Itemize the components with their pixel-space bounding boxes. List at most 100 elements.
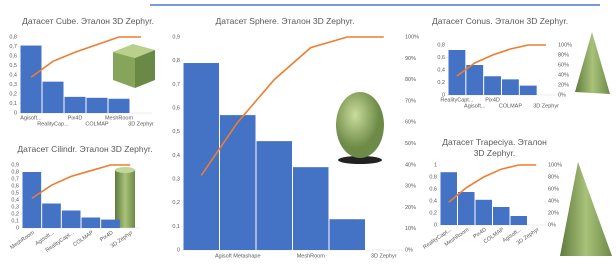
bar <box>476 200 493 225</box>
bar <box>42 204 61 229</box>
x-tick-label: Pix4D <box>68 115 83 121</box>
bar <box>257 141 293 250</box>
chart-canvas: 00,10,20,30,40,50,60,70,8Agisoft...Reali… <box>0 0 616 264</box>
y-tick-label: 0,4 <box>9 72 17 78</box>
y-tick-label: 0,8 <box>172 58 180 64</box>
sphere-image <box>336 92 384 164</box>
x-tick-label: COLMAP <box>483 227 506 245</box>
y-tick-label: 0,9 <box>11 162 19 168</box>
slide: 00,10,20,30,40,50,60,70,8Agisoft...Reali… <box>0 0 616 264</box>
y-tick-label: 0,7 <box>172 82 180 88</box>
y2-tick-label: 100% <box>558 42 572 48</box>
chart-title: Датасет Cilindr. Эталон 3D Zephyr. <box>5 144 165 155</box>
y-tick-label: 0,3 <box>172 176 180 182</box>
x-tick-label: Pix4D <box>99 230 114 243</box>
bar <box>441 172 458 225</box>
x-tick-label: 3D Zephyr <box>110 230 135 250</box>
y2-tick-label: 20% <box>558 82 569 88</box>
y-tick-label: 0,9 <box>172 34 180 40</box>
y2-tick-label: 60% <box>405 120 416 126</box>
y-tick-label: 0,6 <box>437 55 445 61</box>
y2-tick-label: 80% <box>558 52 569 58</box>
x-tick-label: COLMAP <box>72 230 95 248</box>
bar <box>330 219 366 250</box>
y-tick-label: 0,1 <box>9 101 17 107</box>
x-tick-label: MeshRoom <box>9 230 36 251</box>
y2-tick-label: 100% <box>405 34 419 40</box>
y-tick-label: 0 <box>14 110 17 116</box>
y-tick-label: 0,5 <box>172 129 180 135</box>
bar <box>511 216 528 225</box>
y2-tick-label: 50% <box>405 141 416 147</box>
y-tick-label: 0,7 <box>9 44 17 50</box>
x-tick-label: 3D Zephyr <box>533 103 559 109</box>
bar <box>520 86 537 95</box>
x-tick-label: MeshRoom <box>297 253 326 259</box>
x-tick-label: 3D Zephyr <box>371 253 397 259</box>
bar <box>21 46 42 113</box>
bar <box>87 98 108 113</box>
bar <box>43 82 64 113</box>
x-tick-label: COLMAP <box>85 121 109 127</box>
x-tick-label: 3D Zephyr <box>128 121 154 127</box>
bar <box>458 192 475 225</box>
y-tick-label: 0,4 <box>437 67 445 73</box>
bar <box>109 99 130 113</box>
bar <box>502 79 519 95</box>
y-tick-label: 0,6 <box>172 105 180 111</box>
y-tick-label: 1 <box>434 162 437 168</box>
y-tick-label: 0,3 <box>11 204 19 210</box>
y-tick-label: 0,2 <box>437 80 445 86</box>
cube-image <box>113 44 155 88</box>
y-tick-label: 0,1 <box>11 218 19 224</box>
y-tick-label: 0,5 <box>11 190 19 196</box>
y-tick-label: 0,5 <box>9 63 17 69</box>
x-tick-label: Agisoft... <box>464 103 486 109</box>
y-tick-label: 0,3 <box>9 82 17 88</box>
y2-tick-label: 80% <box>405 77 416 83</box>
bar <box>466 65 483 95</box>
y-tick-label: 0,6 <box>429 186 437 192</box>
y-tick-label: 0,6 <box>11 183 19 189</box>
chart-title: Датасет Conus. Эталон 3D Zephyr. <box>425 16 575 27</box>
y-tick-label: 0,2 <box>429 210 437 216</box>
bar <box>23 172 42 228</box>
y2-tick-label: 20% <box>548 210 559 216</box>
bar <box>65 97 86 113</box>
y-tick-label: 0,4 <box>429 198 437 204</box>
y2-tick-label: 100% <box>548 162 562 168</box>
y-tick-label: 0,8 <box>437 42 445 48</box>
bar <box>82 218 101 229</box>
y2-tick-label: 0% <box>548 222 556 228</box>
bar <box>220 115 256 250</box>
bar <box>484 76 501 95</box>
y-tick-label: 0,8 <box>11 169 19 175</box>
y-tick-label: 0,2 <box>172 200 180 206</box>
chart-title: Датасет Sphere. Эталон 3D Zephyr. <box>185 16 385 27</box>
y2-tick-label: 80% <box>548 174 559 180</box>
y2-tick-label: 60% <box>558 62 569 68</box>
y-tick-label: 0,1 <box>172 224 180 230</box>
bar <box>62 211 81 229</box>
y2-tick-label: 60% <box>548 186 559 192</box>
y2-tick-label: 40% <box>558 72 569 78</box>
y-tick-label: 0,4 <box>172 153 180 159</box>
y2-tick-label: 0% <box>405 247 413 253</box>
y2-tick-label: 10% <box>405 226 416 232</box>
bar <box>493 207 510 225</box>
y-tick-label: 0,7 <box>11 176 19 182</box>
bar <box>101 220 120 228</box>
y2-tick-label: 30% <box>405 184 416 190</box>
trapezoid-image <box>560 162 612 256</box>
y-tick-label: 0 <box>434 222 437 228</box>
y2-tick-label: 20% <box>405 205 416 211</box>
y-tick-label: 0 <box>16 225 19 231</box>
x-tick-label: Agisoft Metashape <box>215 253 261 259</box>
y2-tick-label: 70% <box>405 98 416 104</box>
y2-tick-label: 0% <box>558 92 566 98</box>
y2-tick-label: 40% <box>405 162 416 168</box>
y-tick-label: 0,2 <box>11 211 19 217</box>
x-tick-label: COLMAP <box>499 103 523 109</box>
y2-tick-label: 40% <box>548 198 559 204</box>
x-tick-label: Pix4D <box>485 97 500 103</box>
